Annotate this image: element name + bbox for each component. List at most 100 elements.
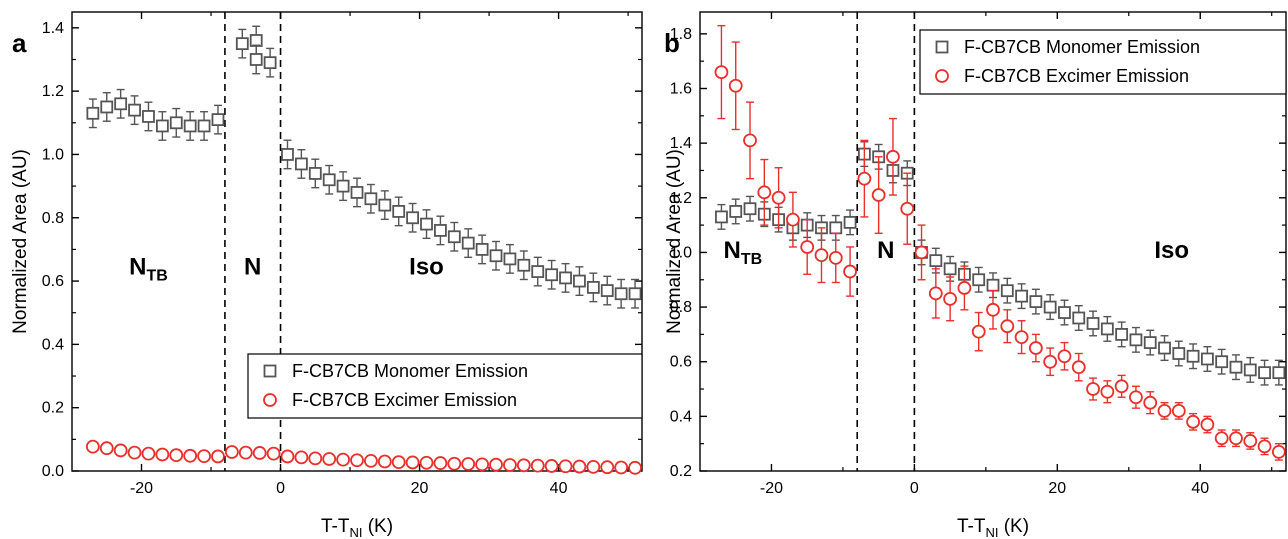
y-tick-label: 0.2	[42, 400, 64, 417]
legend-marker-circle	[263, 393, 277, 407]
phase-label-sub: TB	[146, 268, 167, 285]
series-excimer	[85, 439, 642, 475]
data-point-square	[1015, 289, 1028, 303]
data-point-circle	[628, 460, 642, 475]
y-tick-label: 1.2	[42, 83, 64, 100]
legend-box	[247, 353, 643, 419]
data-point-square	[294, 157, 308, 171]
data-point-circle	[828, 250, 843, 265]
data-point-square	[155, 119, 169, 133]
data-point-circle	[197, 449, 211, 464]
data-point-circle	[113, 443, 128, 458]
data-point-circle	[857, 171, 872, 186]
y-axis-label: Normalized Area (AU)	[664, 149, 685, 334]
y-tick-label: 1.4	[670, 135, 692, 152]
panel-b: b-20 0 20 400.20.40.60.81.01.21.41.61.8T-TN…	[664, 11, 1287, 539]
y-tick-label: 1.8	[670, 26, 692, 43]
data-point-square	[628, 287, 642, 301]
data-point-square	[1143, 336, 1157, 349]
data-point-circle	[1086, 382, 1100, 396]
series-excimer	[714, 24, 1286, 461]
x-axis-label-main: T-T	[321, 516, 350, 537]
data-point-square	[829, 221, 843, 235]
data-point-square	[972, 273, 986, 287]
data-point-circle	[928, 286, 943, 301]
x-axis-label: T-TNI (K)	[321, 516, 393, 539]
data-point-square	[114, 97, 128, 111]
data-point-square	[843, 215, 857, 229]
phase-label-main: N	[877, 237, 894, 264]
y-axis-label: Normalized Area (AU)	[10, 149, 31, 334]
data-point-circle	[350, 453, 364, 468]
data-point-square	[986, 278, 1000, 292]
phase-label-main: Iso	[1154, 237, 1189, 264]
phase-label: Iso	[1154, 237, 1189, 264]
data-point-circle	[986, 302, 1000, 317]
x-tick-label: 20	[1048, 480, 1066, 497]
data-point-circle	[447, 456, 462, 471]
phase-label: N	[244, 254, 261, 281]
data-point-circle	[572, 459, 587, 474]
y-tick-label: 0.4	[670, 408, 692, 425]
data-point-square	[715, 210, 728, 224]
data-point-square	[406, 211, 420, 225]
data-point-circle	[461, 457, 476, 471]
data-point-square	[434, 224, 447, 237]
data-point-square	[86, 106, 100, 120]
phase-label-main: N	[724, 237, 741, 264]
legend-label: F-CB7CB Monomer Emission	[964, 37, 1200, 57]
data-point-circle	[800, 240, 815, 254]
phase-label-main: N	[129, 254, 146, 281]
data-point-square	[545, 268, 559, 282]
x-axis-label-unit: (K)	[362, 516, 393, 537]
plot-frame	[699, 11, 1287, 472]
phase-label: NTB	[129, 254, 168, 285]
y-tick-label: 0.8	[670, 299, 692, 316]
panel-a: a -20 0 20 40 0.0 0.2 0.4 0.6 0.8 1.0 1.2 1.4 T-TNI (…	[10, 11, 643, 539]
x-axis-label-sub: NI	[349, 525, 362, 539]
data-point-square	[1086, 317, 1100, 330]
data-point-square	[281, 148, 294, 161]
phase-label: N	[877, 237, 894, 264]
data-point-circle	[364, 453, 378, 468]
data-point-square	[475, 243, 489, 256]
data-point-square	[197, 119, 211, 133]
data-point-circle	[1229, 431, 1243, 446]
data-point-circle	[391, 455, 406, 470]
data-point-square	[350, 186, 364, 199]
data-point-circle	[308, 451, 323, 466]
x-tick-label: 20	[411, 480, 429, 497]
data-point-square	[559, 271, 572, 285]
y-tick-label: 0.8	[42, 210, 64, 227]
data-point-square	[743, 202, 757, 216]
data-point-circle	[127, 445, 142, 460]
phase-label-main: Iso	[409, 254, 444, 281]
data-point-square	[1258, 366, 1271, 380]
data-point-circle	[336, 452, 350, 467]
legend: F-CB7CB Monomer Emission F-CB7CB Excimer …	[919, 29, 1287, 95]
data-point-square	[1186, 349, 1200, 363]
x-tick-label: -20	[130, 480, 153, 497]
data-point-square	[489, 249, 503, 263]
legend: F-CB7CB Monomer Emission F-CB7CB Excimer …	[247, 353, 643, 419]
data-point-circle	[516, 458, 531, 473]
x-tick-label: 0	[910, 480, 919, 497]
data-point-square	[142, 110, 155, 123]
data-point-square	[1272, 366, 1286, 380]
data-point-square	[1029, 295, 1043, 309]
data-point-square	[169, 116, 183, 130]
data-point-square	[235, 37, 249, 51]
x-axis-label-unit: (K)	[998, 516, 1029, 537]
data-point-square	[1129, 333, 1143, 347]
data-point-circle	[1057, 349, 1072, 364]
data-point-circle	[600, 460, 615, 475]
data-point-circle	[757, 185, 772, 200]
data-point-circle	[544, 459, 559, 473]
data-point-circle	[1014, 330, 1029, 345]
data-point-square	[128, 103, 141, 117]
x-tick-label: -20	[760, 480, 783, 497]
data-point-circle	[1257, 439, 1272, 454]
data-point-square	[1200, 352, 1214, 366]
data-point-square	[573, 274, 586, 288]
data-point-circle	[1043, 354, 1058, 369]
